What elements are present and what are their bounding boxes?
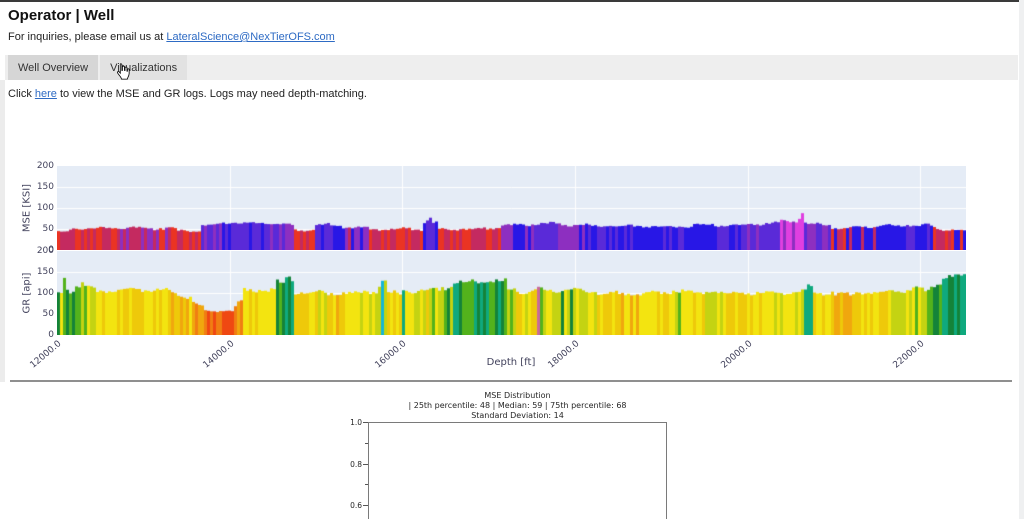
note-text-prefix: Click — [8, 88, 35, 100]
histogram-title: MSE Distribution — [368, 391, 667, 401]
y-axis-tick-label: 100 — [20, 203, 54, 213]
note-text-suffix: to view the MSE and GR logs. Logs may ne… — [57, 88, 367, 100]
depth-tick-label: 14000.0 — [201, 339, 236, 371]
histogram-stddev: Standard Deviation: 14 — [368, 411, 667, 421]
histogram-y-minor-tick-mark — [365, 443, 368, 444]
mse-log-chart[interactable] — [57, 166, 966, 250]
depth-tick-label: 18000.0 — [546, 339, 581, 371]
tab-well-overview[interactable]: Well Overview — [8, 55, 98, 80]
histogram-y-tick-mark — [363, 505, 368, 506]
tab-bar: Well Overview Visualizations — [5, 55, 1018, 80]
y-axis-tick-label: 0 — [20, 330, 54, 340]
y-axis-tick-label: 150 — [20, 182, 54, 192]
contact-text: For inquiries, please email us at — [8, 31, 166, 43]
y-axis-tick-label: 50 — [20, 309, 54, 319]
vertical-scrollbar[interactable] — [1019, 0, 1024, 519]
logs-note: Click here to view the MSE and GR logs. … — [8, 88, 367, 100]
depth-tick-label: 16000.0 — [374, 339, 409, 371]
contact-email-link[interactable]: LateralScience@NexTierOFS.com — [166, 31, 334, 43]
y-axis-tick-label: 100 — [20, 288, 54, 298]
y-axis-tick-label: 200 — [20, 161, 54, 171]
depth-tick-label: 20000.0 — [719, 339, 754, 371]
histogram-y-tick-mark — [363, 422, 368, 423]
app-window: Operator | Well For inquiries, please em… — [0, 0, 1024, 519]
page-title: Operator | Well — [8, 7, 114, 24]
histogram-y-tick-mark — [363, 464, 368, 465]
logs-here-link[interactable]: here — [35, 88, 57, 100]
histogram-y-minor-tick-mark — [365, 484, 368, 485]
y-axis-tick-label: 150 — [20, 267, 54, 277]
window-top-border — [0, 0, 1024, 2]
histogram-y-tick-label: 0.6 — [334, 501, 362, 510]
histogram-title-block: MSE Distribution | 25th percentile: 48 |… — [368, 391, 667, 421]
contact-line: For inquiries, please email us at Latera… — [8, 31, 335, 43]
y-axis-tick-label: 50 — [20, 224, 54, 234]
panel-left-edge — [0, 80, 5, 382]
depth-tick-label: 22000.0 — [892, 339, 927, 371]
y-axis-tick-label: 200 — [20, 246, 54, 256]
section-divider — [10, 380, 1012, 382]
histogram-y-tick-label: 0.8 — [334, 460, 362, 469]
tab-visualizations[interactable]: Visualizations — [100, 55, 187, 80]
depth-tick-label: 12000.0 — [28, 339, 63, 371]
histogram-y-tick-label: 1.0 — [334, 418, 362, 427]
gr-log-chart[interactable] — [57, 251, 966, 335]
depth-axis-title: Depth [ft] — [487, 357, 536, 368]
histogram-plot-area[interactable] — [368, 422, 667, 519]
histogram-percentiles: | 25th percentile: 48 | Median: 59 | 75t… — [368, 401, 667, 411]
